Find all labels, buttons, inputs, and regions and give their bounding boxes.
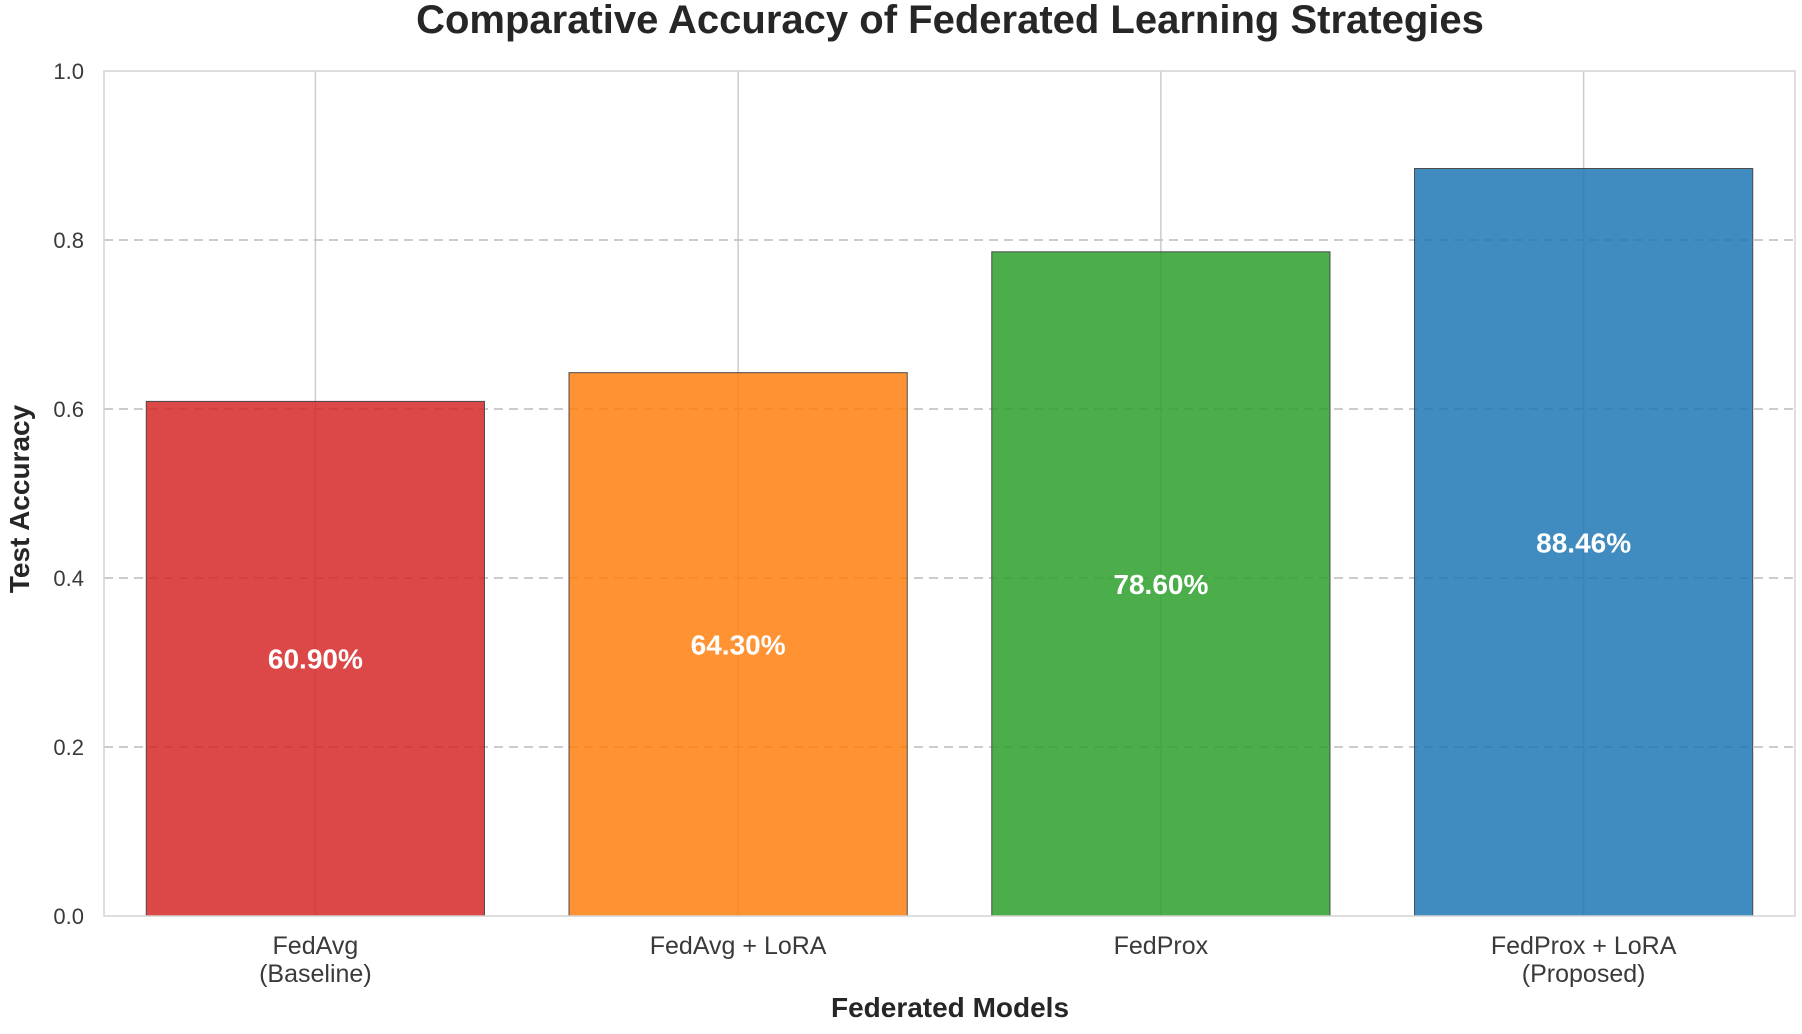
x-tick-label: (Proposed) [1522,960,1646,988]
bar [568,372,908,917]
y-tick-layer: 0.0 0.2 0.4 0.6 0.8 1.0 [53,59,84,929]
y-tick-label: 0.0 [53,904,84,929]
bar-value-label: 78.60% [1113,569,1208,600]
y-tick-label: 1.0 [53,59,84,84]
x-tick-label: FedAvg [273,932,359,960]
bar-value-label: 88.46% [1536,527,1631,558]
bar [991,251,1331,917]
bar-value-label: 64.30% [691,629,786,660]
bar-value-label: 60.90% [268,644,363,675]
x-axis-label: Federated Models [831,992,1069,1023]
y-tick-label: 0.4 [53,566,84,591]
x-tick-label: FedAvg + LoRA [650,932,827,960]
bar [145,400,485,917]
plot-frame [103,70,1796,917]
chart-title: Comparative Accuracy of Federated Learni… [416,0,1484,42]
x-tick-label: FedProx + LoRA [1491,932,1677,960]
y-tick-label: 0.6 [53,397,84,422]
y-tick-label: 0.8 [53,228,84,253]
x-tick-label: FedProx [1114,932,1209,960]
x-tick-label: (Baseline) [259,960,372,988]
bar-label-layer: 60.90% 64.30% 78.60% 88.46% [268,527,1631,674]
x-tick-layer: FedAvg(Baseline) FedAvg + LoRA FedProx FedP… [259,932,1677,988]
y-axis-label: Test Accuracy [4,404,35,593]
bar-layer [145,168,1754,917]
y-tick-label: 0.2 [53,735,84,760]
bar [1414,168,1754,917]
